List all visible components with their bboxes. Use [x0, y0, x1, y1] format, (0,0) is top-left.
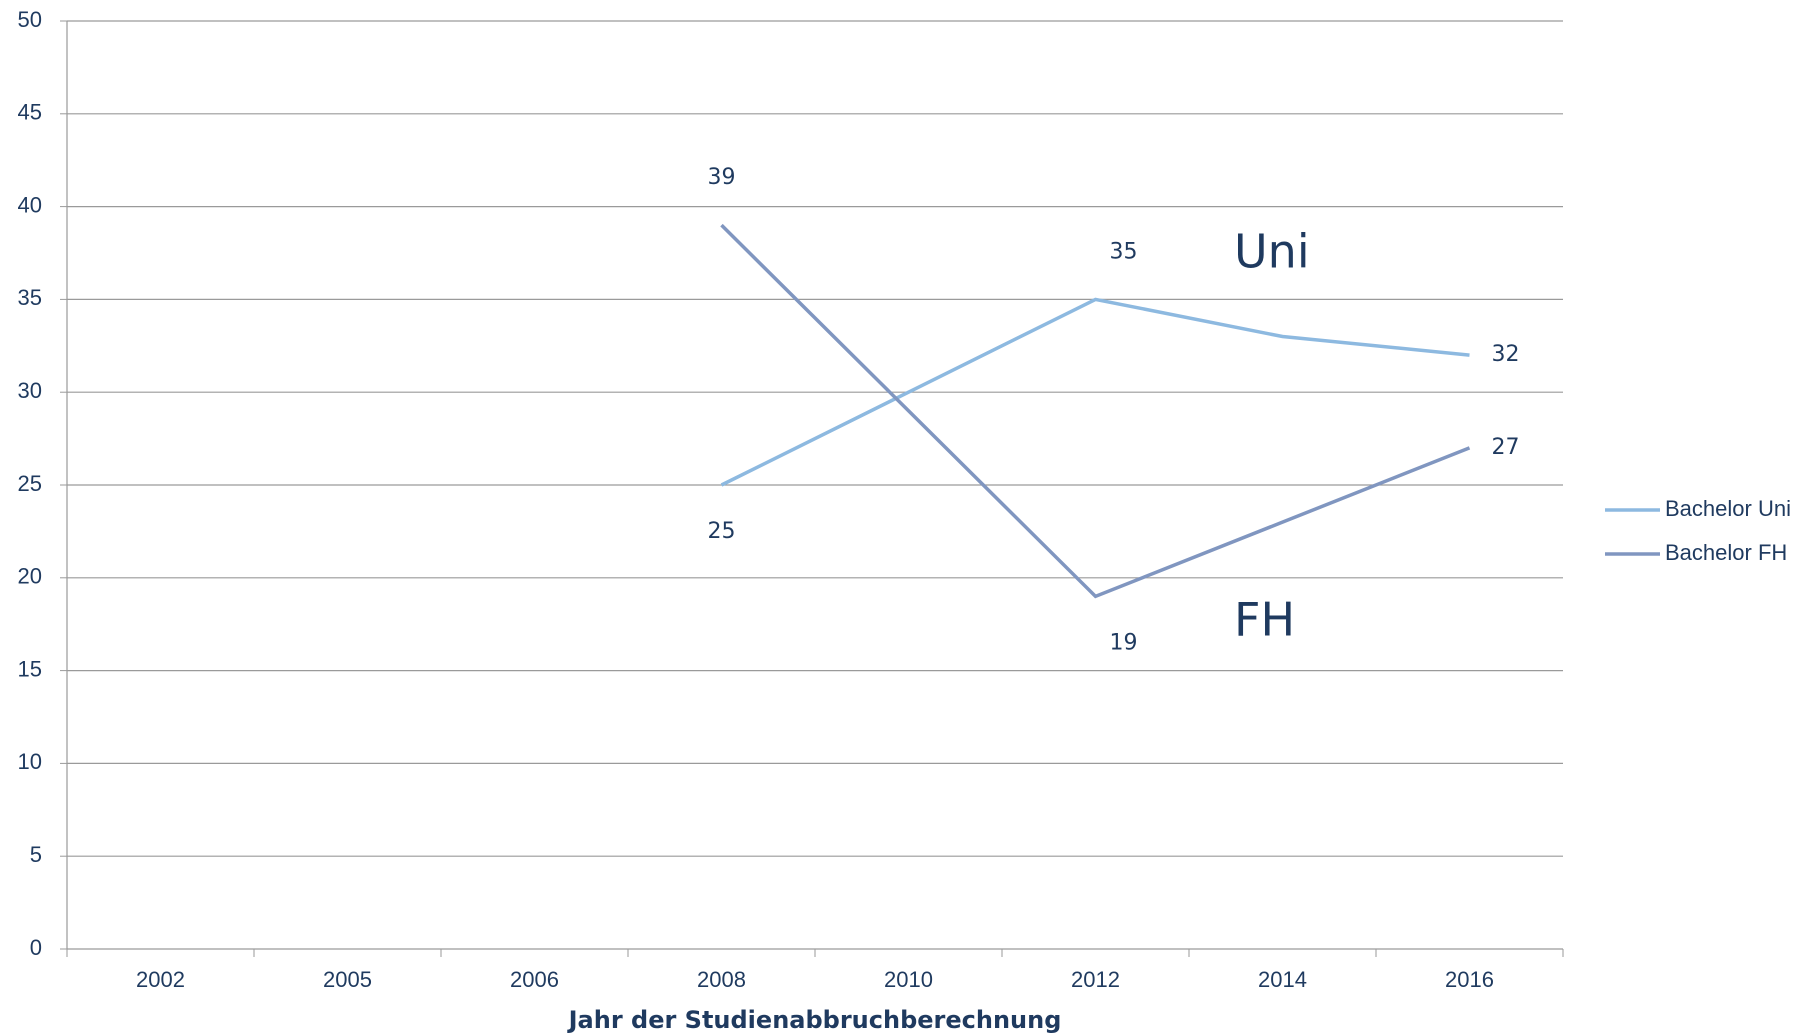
x-tick-label: 2014 — [1258, 967, 1307, 992]
series-line — [720, 223, 1471, 599]
x-tick-label: 2002 — [136, 967, 185, 992]
y-tick-label: 40 — [18, 192, 42, 217]
y-tick-label: 5 — [30, 842, 42, 867]
y-tick-label: 30 — [18, 378, 42, 403]
legend-label: Bachelor FH — [1665, 540, 1787, 565]
x-tick-label: 2016 — [1445, 967, 1494, 992]
y-tick-label: 0 — [30, 935, 42, 960]
data-label: 35 — [1110, 239, 1138, 264]
data-label: 32 — [1492, 342, 1520, 367]
x-tick-label: 2012 — [1071, 967, 1120, 992]
data-label: 39 — [708, 165, 736, 190]
legend-label: Bachelor Uni — [1665, 496, 1791, 521]
x-tick-label: 2008 — [697, 967, 746, 992]
y-tick-label: 45 — [18, 100, 42, 125]
y-tick-label: 35 — [18, 285, 42, 310]
x-tick-label: 2006 — [510, 967, 559, 992]
y-tick-label: 15 — [18, 656, 42, 681]
x-axis-title: Jahr der Studienabbruchberechnung — [567, 1006, 1062, 1034]
annotation: FH — [1234, 593, 1295, 647]
series-line — [720, 297, 1470, 487]
annotation: Uni — [1234, 225, 1310, 279]
data-label: 25 — [708, 519, 736, 544]
y-tick-label: 50 — [18, 7, 42, 32]
x-tick-label: 2010 — [884, 967, 933, 992]
y-tick-label: 10 — [18, 749, 42, 774]
y-tick-label: 25 — [18, 471, 42, 496]
y-tick-label: 20 — [18, 564, 42, 589]
data-label: 19 — [1110, 630, 1138, 655]
data-label: 27 — [1492, 435, 1520, 460]
x-tick-label: 2005 — [323, 967, 372, 992]
